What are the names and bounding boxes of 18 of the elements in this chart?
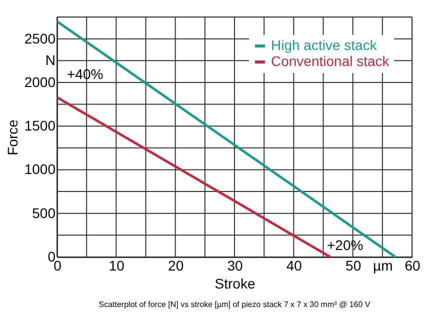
x-tick-label: 20 [168, 258, 184, 274]
legend-label: High active stack [271, 37, 378, 53]
x-tick-label: µm [373, 258, 393, 274]
legend-label: Conventional stack [271, 53, 390, 69]
y-tick-label: 1500 [24, 118, 56, 134]
y-tick-label: 1000 [24, 161, 56, 178]
x-tick-label: 50 [346, 258, 362, 274]
y-tick-label: 2000 [24, 74, 56, 90]
y-tick-label: 500 [32, 204, 56, 221]
x-tick-label: 30 [227, 258, 243, 274]
y-axis-title: Force [4, 119, 20, 156]
x-axis-title: Stroke [214, 276, 256, 292]
x-tick-label: 40 [286, 258, 302, 274]
y-tick-label: 2500 [24, 30, 56, 46]
x-tick-label: 60 [404, 258, 420, 274]
y-tick-label: N [45, 52, 56, 68]
text: Scatterplot of force [N] vs stroke [µm] of piezo stack 7 x 7 x 30 mm³ @ 160 V [98, 300, 371, 309]
x-tick-label: 10 [108, 258, 125, 274]
